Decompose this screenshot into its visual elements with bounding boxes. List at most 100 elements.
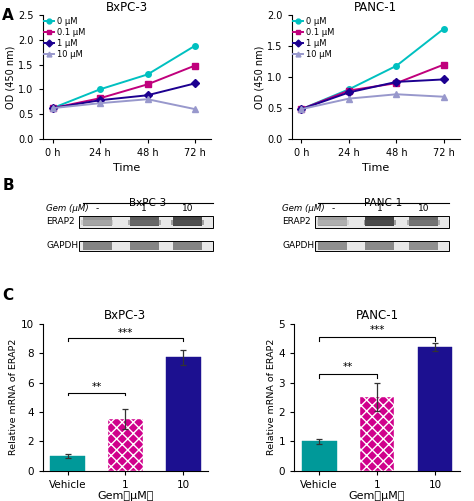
1 μM: [145, 92, 150, 98]
Bar: [409, 217, 438, 226]
0.1 μM: [346, 88, 352, 94]
Bar: [418, 347, 452, 471]
1 μM: [192, 80, 198, 86]
Bar: [82, 217, 111, 226]
Line: 0 μM: 0 μM: [299, 26, 447, 112]
Bar: [315, 241, 449, 251]
10 μM: [441, 94, 447, 100]
10 μM: [346, 96, 352, 102]
0 μM: [393, 63, 399, 69]
Bar: [302, 441, 337, 471]
1 μM: [393, 79, 399, 85]
Line: 1 μM: 1 μM: [50, 81, 198, 111]
1 μM: [346, 89, 352, 95]
Bar: [173, 242, 202, 250]
0 μM: [346, 86, 352, 92]
Bar: [79, 215, 213, 227]
Bar: [319, 242, 347, 250]
Bar: [364, 220, 396, 225]
Bar: [365, 242, 394, 250]
Text: ERAP2: ERAP2: [282, 217, 310, 226]
Title: PANC-1: PANC-1: [356, 310, 399, 322]
Text: A: A: [2, 8, 14, 23]
Bar: [409, 242, 438, 250]
0 μM: [299, 106, 304, 112]
Text: 1: 1: [377, 204, 383, 213]
Bar: [128, 220, 161, 225]
Bar: [81, 220, 113, 225]
0 μM: [192, 43, 198, 49]
Text: B: B: [2, 178, 14, 193]
0.1 μM: [50, 105, 55, 111]
Text: **: **: [343, 362, 353, 372]
Line: 1 μM: 1 μM: [299, 77, 447, 112]
Bar: [360, 397, 394, 471]
Bar: [50, 456, 85, 471]
Bar: [166, 357, 201, 471]
0 μM: [50, 105, 55, 111]
Text: C: C: [2, 288, 13, 303]
Y-axis label: Relative mRNA of ERAP2: Relative mRNA of ERAP2: [9, 339, 18, 455]
Title: PANC-1: PANC-1: [354, 1, 397, 14]
Y-axis label: OD (450 nm): OD (450 nm): [5, 45, 15, 109]
Legend: 0 μM, 0.1 μM, 1 μM, 10 μM: 0 μM, 0.1 μM, 1 μM, 10 μM: [45, 17, 85, 59]
0.1 μM: [192, 63, 198, 69]
Text: ERAP2: ERAP2: [46, 217, 75, 226]
10 μM: [393, 91, 399, 97]
X-axis label: Time: Time: [113, 163, 140, 173]
Text: ***: ***: [118, 328, 133, 338]
Text: BxPC-3: BxPC-3: [129, 198, 166, 208]
0.1 μM: [441, 62, 447, 68]
Line: 0.1 μM: 0.1 μM: [50, 63, 198, 111]
Bar: [82, 242, 111, 250]
Text: -: -: [331, 204, 335, 213]
10 μM: [145, 96, 150, 102]
10 μM: [50, 105, 55, 111]
Y-axis label: OD (450 nm): OD (450 nm): [255, 45, 264, 109]
X-axis label: Gem（μM）: Gem（μM）: [349, 491, 405, 501]
Text: 1: 1: [141, 204, 147, 213]
Bar: [130, 217, 159, 226]
Text: ***: ***: [369, 325, 385, 335]
Line: 0 μM: 0 μM: [50, 43, 198, 111]
Bar: [108, 419, 143, 471]
Bar: [365, 217, 394, 226]
Text: Gem (μM): Gem (μM): [282, 204, 325, 213]
Text: Gem (μM): Gem (μM): [46, 204, 89, 213]
Text: PANC-1: PANC-1: [365, 198, 403, 208]
Text: GAPDH: GAPDH: [46, 241, 78, 250]
10 μM: [97, 100, 103, 106]
Text: GAPDH: GAPDH: [282, 241, 314, 250]
Bar: [130, 242, 159, 250]
Bar: [315, 215, 449, 227]
0.1 μM: [393, 80, 399, 86]
1 μM: [441, 76, 447, 82]
X-axis label: Time: Time: [362, 163, 389, 173]
Title: BxPC-3: BxPC-3: [104, 310, 146, 322]
Bar: [407, 220, 440, 225]
Text: 10: 10: [182, 204, 193, 213]
Bar: [319, 217, 347, 226]
0.1 μM: [299, 106, 304, 112]
Title: BxPC-3: BxPC-3: [106, 1, 148, 14]
10 μM: [299, 106, 304, 112]
Line: 10 μM: 10 μM: [299, 92, 447, 112]
10 μM: [192, 106, 198, 112]
1 μM: [50, 105, 55, 111]
0 μM: [441, 26, 447, 32]
Bar: [317, 220, 349, 225]
0 μM: [145, 72, 150, 78]
X-axis label: Gem（μM）: Gem（μM）: [97, 491, 154, 501]
0.1 μM: [145, 81, 150, 87]
Bar: [172, 220, 204, 225]
1 μM: [299, 106, 304, 112]
Text: **: **: [91, 382, 101, 392]
Bar: [173, 217, 202, 226]
Line: 0.1 μM: 0.1 μM: [299, 62, 447, 112]
Y-axis label: Relative mRNA of ERAP2: Relative mRNA of ERAP2: [267, 339, 276, 455]
Bar: [79, 241, 213, 251]
Text: -: -: [95, 204, 99, 213]
1 μM: [97, 97, 103, 103]
Line: 10 μM: 10 μM: [50, 96, 198, 112]
0 μM: [97, 86, 103, 92]
